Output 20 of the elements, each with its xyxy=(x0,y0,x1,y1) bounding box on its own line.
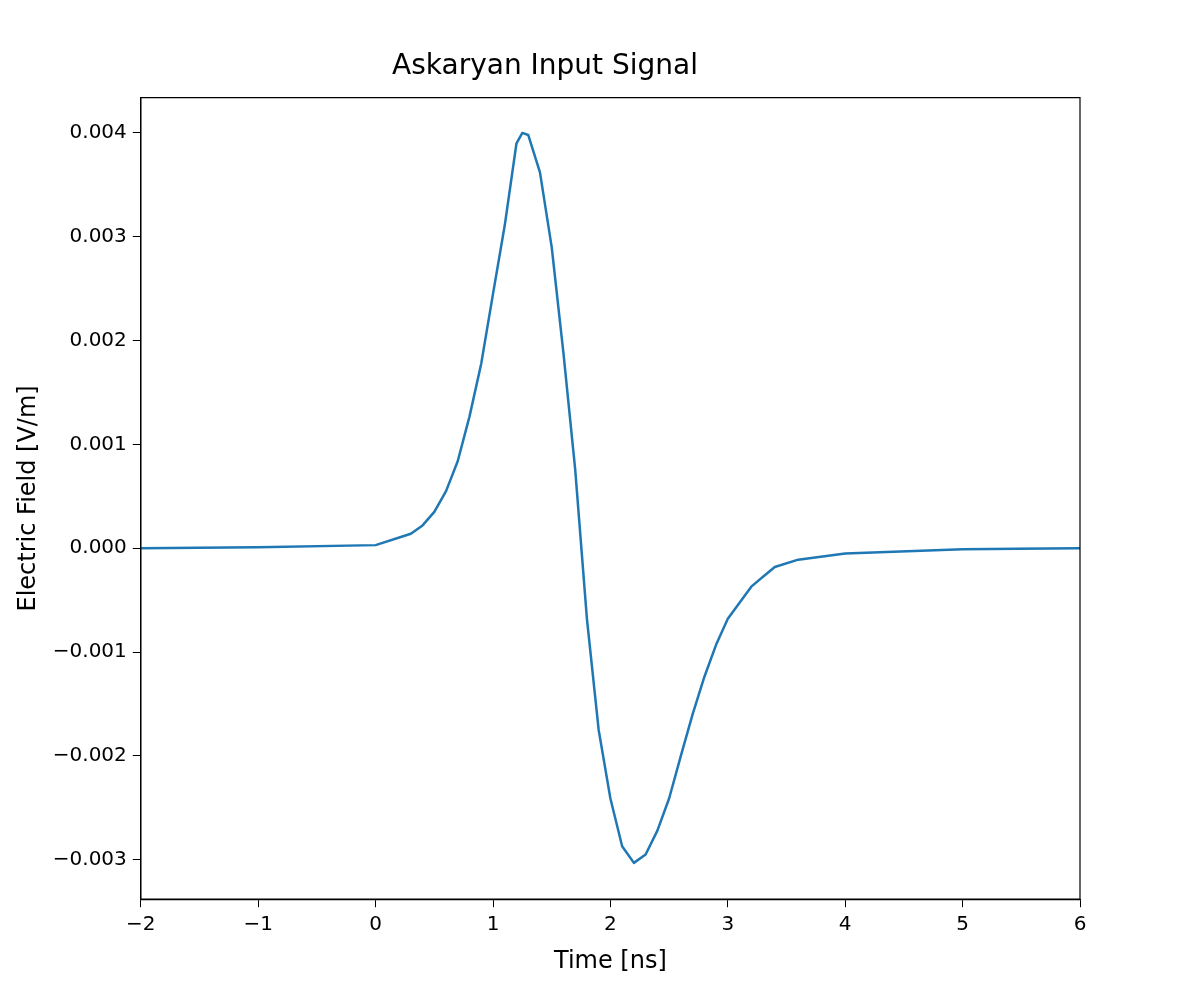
x-axis-title: Time [ns] xyxy=(553,945,667,974)
y-tick-label: −0.003 xyxy=(52,845,127,870)
y-tick-label: 0.000 xyxy=(69,534,127,559)
y-tick-label: −0.001 xyxy=(52,638,127,663)
y-axis-title: Electric Field [V/m] xyxy=(12,385,41,612)
x-tick-label: 1 xyxy=(486,911,500,936)
x-tick-label: 3 xyxy=(721,911,735,936)
y-tick-label: 0.004 xyxy=(69,119,127,144)
y-tick-label: 0.001 xyxy=(69,430,127,455)
y-tick-label: 0.003 xyxy=(69,222,127,247)
y-tick-label: −0.002 xyxy=(52,742,127,767)
chart-title: Askaryan Input Signal xyxy=(392,48,698,82)
x-tick-label: 4 xyxy=(838,911,852,936)
x-tick-label: 0 xyxy=(369,911,382,936)
x-tick-label: 5 xyxy=(956,911,969,936)
x-tick-label: 6 xyxy=(1073,911,1087,936)
y-tick-label: 0.002 xyxy=(69,326,127,351)
x-tick-label: −2 xyxy=(126,911,156,936)
x-tick-label: 2 xyxy=(604,911,617,936)
x-tick-label: −1 xyxy=(243,911,273,936)
